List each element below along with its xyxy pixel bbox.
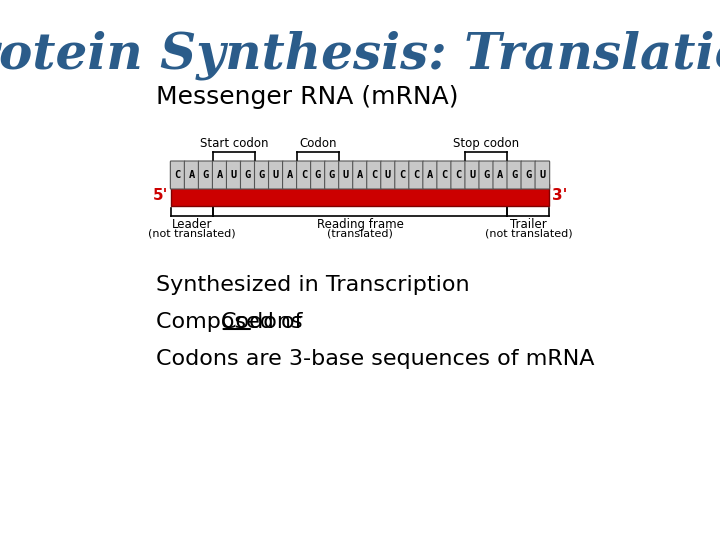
Text: A: A xyxy=(427,170,433,180)
FancyBboxPatch shape xyxy=(269,161,283,189)
Text: Synthesized in Transcription: Synthesized in Transcription xyxy=(156,275,470,295)
Text: U: U xyxy=(469,170,475,180)
Text: C: C xyxy=(301,170,307,180)
FancyBboxPatch shape xyxy=(507,161,521,189)
Text: C: C xyxy=(371,170,377,180)
FancyBboxPatch shape xyxy=(199,161,213,189)
FancyBboxPatch shape xyxy=(282,161,297,189)
FancyBboxPatch shape xyxy=(521,161,536,189)
Text: A: A xyxy=(189,170,195,180)
FancyBboxPatch shape xyxy=(212,161,227,189)
Bar xyxy=(171,184,549,206)
FancyBboxPatch shape xyxy=(171,161,185,189)
FancyBboxPatch shape xyxy=(451,161,466,189)
FancyBboxPatch shape xyxy=(535,161,549,189)
Text: 3': 3' xyxy=(552,187,567,202)
Text: Reading frame: Reading frame xyxy=(317,218,403,231)
FancyBboxPatch shape xyxy=(353,161,367,189)
Text: G: G xyxy=(245,170,251,180)
FancyBboxPatch shape xyxy=(493,161,508,189)
Text: G: G xyxy=(315,170,321,180)
Text: G: G xyxy=(202,170,209,180)
Text: U: U xyxy=(273,170,279,180)
FancyBboxPatch shape xyxy=(184,161,199,189)
Text: A: A xyxy=(497,170,503,180)
FancyBboxPatch shape xyxy=(227,161,241,189)
Text: G: G xyxy=(258,170,265,180)
FancyBboxPatch shape xyxy=(325,161,339,189)
FancyBboxPatch shape xyxy=(254,161,269,189)
Text: (translated): (translated) xyxy=(327,229,393,239)
FancyBboxPatch shape xyxy=(437,161,451,189)
Text: Messenger RNA (mRNA): Messenger RNA (mRNA) xyxy=(156,85,459,109)
Text: U: U xyxy=(343,170,349,180)
FancyBboxPatch shape xyxy=(423,161,438,189)
Text: Stop codon: Stop codon xyxy=(453,137,519,150)
FancyBboxPatch shape xyxy=(409,161,423,189)
Text: C: C xyxy=(174,170,181,180)
Text: G: G xyxy=(483,170,490,180)
Text: U: U xyxy=(230,170,237,180)
Text: A: A xyxy=(287,170,293,180)
Text: C: C xyxy=(399,170,405,180)
FancyBboxPatch shape xyxy=(240,161,255,189)
FancyBboxPatch shape xyxy=(381,161,395,189)
Text: U: U xyxy=(385,170,391,180)
Text: U: U xyxy=(539,170,546,180)
FancyBboxPatch shape xyxy=(366,161,382,189)
FancyBboxPatch shape xyxy=(338,161,354,189)
Text: C: C xyxy=(413,170,419,180)
Text: Trailer: Trailer xyxy=(510,218,546,231)
FancyBboxPatch shape xyxy=(297,161,311,189)
Text: Start codon: Start codon xyxy=(199,137,268,150)
Text: (not translated): (not translated) xyxy=(485,229,572,239)
Text: G: G xyxy=(525,170,531,180)
Text: Codons are 3-base sequences of mRNA: Codons are 3-base sequences of mRNA xyxy=(156,349,595,369)
Text: C: C xyxy=(441,170,447,180)
Text: Composed of: Composed of xyxy=(156,312,310,332)
FancyBboxPatch shape xyxy=(479,161,493,189)
FancyBboxPatch shape xyxy=(465,161,480,189)
Text: A: A xyxy=(357,170,363,180)
Text: (not translated): (not translated) xyxy=(148,229,235,239)
FancyBboxPatch shape xyxy=(395,161,410,189)
FancyBboxPatch shape xyxy=(310,161,325,189)
Text: G: G xyxy=(329,170,335,180)
Text: A: A xyxy=(217,170,223,180)
Text: Protein Synthesis: Translation: Protein Synthesis: Translation xyxy=(0,30,720,79)
Text: Leader: Leader xyxy=(171,218,212,231)
Text: G: G xyxy=(511,170,518,180)
Text: Codon: Codon xyxy=(300,137,337,150)
Text: C: C xyxy=(455,170,462,180)
Text: 5': 5' xyxy=(153,187,168,202)
Text: Codons: Codons xyxy=(220,312,303,332)
